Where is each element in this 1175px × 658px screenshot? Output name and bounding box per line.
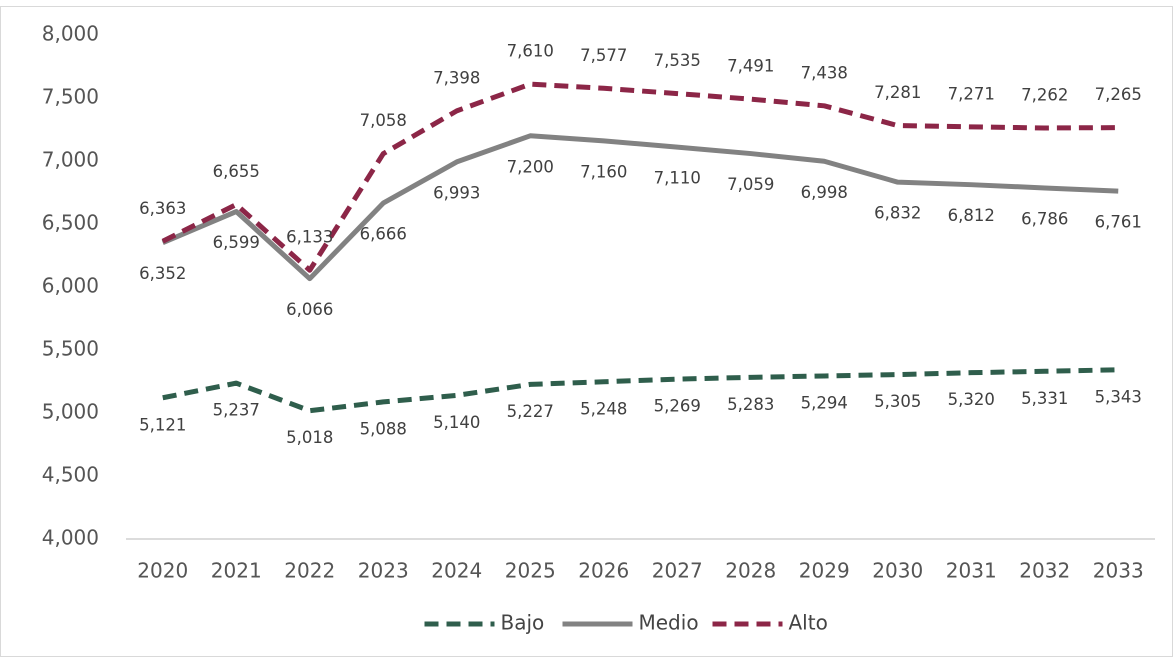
data-label: 6,666 [360,225,407,244]
x-tick-label: 2029 [799,559,850,583]
data-label: 7,535 [654,51,701,70]
data-label: 5,343 [1095,387,1142,406]
data-label: 7,262 [1021,85,1068,104]
y-tick-label: 4,500 [42,463,99,487]
data-label: 6,832 [874,204,921,223]
y-tick-label: 7,000 [42,148,99,172]
x-tick-label: 2023 [358,559,409,583]
data-label: 5,305 [874,392,921,411]
data-label: 6,363 [139,199,186,218]
chart-border [0,6,1173,657]
data-label: 7,271 [948,84,995,103]
y-tick-label: 7,500 [42,85,99,109]
y-tick-label: 8,000 [42,22,99,46]
x-tick-label: 2032 [1019,559,1070,583]
line-2 [161,81,1119,273]
x-tick-label: 2033 [1093,559,1144,583]
y-tick-label: 5,500 [42,337,99,361]
data-label: 6,812 [948,206,995,225]
data-label: 6,133 [286,228,333,247]
data-label: 5,331 [1021,389,1068,408]
data-label: 6,786 [1021,209,1068,228]
data-label: 7,491 [727,57,774,76]
x-tick-label: 2020 [137,559,188,583]
data-label: 7,059 [727,175,774,194]
y-tick-label: 6,500 [42,211,99,235]
legend-label: Alto [789,611,828,635]
data-label: 5,269 [654,397,701,416]
data-label: 7,160 [580,162,627,181]
data-label: 7,058 [360,111,407,130]
y-tick-label: 5,000 [42,400,99,424]
data-label: 7,438 [801,63,848,82]
x-tick-label: 2027 [652,559,703,583]
data-label: 5,018 [286,428,333,447]
data-label: 5,237 [213,401,260,420]
data-label: 6,655 [213,162,260,181]
data-label: 7,398 [433,68,480,87]
x-tick-label: 2025 [505,559,556,583]
line-1 [161,133,1119,282]
y-tick-label: 6,000 [42,274,99,298]
data-label: 6,993 [433,183,480,202]
data-label: 6,998 [801,183,848,202]
data-label: 6,352 [139,264,186,283]
x-tick-label: 2031 [946,559,997,583]
x-tick-label: 2022 [284,559,335,583]
data-label: 7,577 [580,46,627,65]
data-label: 6,761 [1095,213,1142,232]
data-label: 5,294 [801,393,848,412]
data-label: 5,227 [507,402,554,421]
legend-label: Bajo [501,611,545,635]
x-tick-label: 2028 [725,559,776,583]
data-label: 7,281 [874,83,921,102]
data-label: 7,200 [507,157,554,176]
data-label: 5,140 [433,413,480,432]
data-label: 5,121 [139,415,186,434]
data-label: 5,320 [948,390,995,409]
line-0 [162,367,1119,414]
data-label: 5,283 [727,395,774,414]
x-tick-label: 2024 [431,559,482,583]
data-label: 7,265 [1095,85,1142,104]
data-label: 5,248 [580,399,627,418]
data-label: 6,066 [286,300,333,319]
data-label: 5,088 [360,419,407,438]
data-label: 7,110 [654,169,701,188]
x-tick-label: 2026 [578,559,629,583]
legend-label: Medio [639,611,699,635]
y-tick-label: 4,000 [42,526,99,550]
data-label: 6,599 [213,233,260,252]
x-tick-label: 2021 [211,559,262,583]
data-label: 7,610 [507,42,554,61]
x-tick-label: 2030 [872,559,923,583]
